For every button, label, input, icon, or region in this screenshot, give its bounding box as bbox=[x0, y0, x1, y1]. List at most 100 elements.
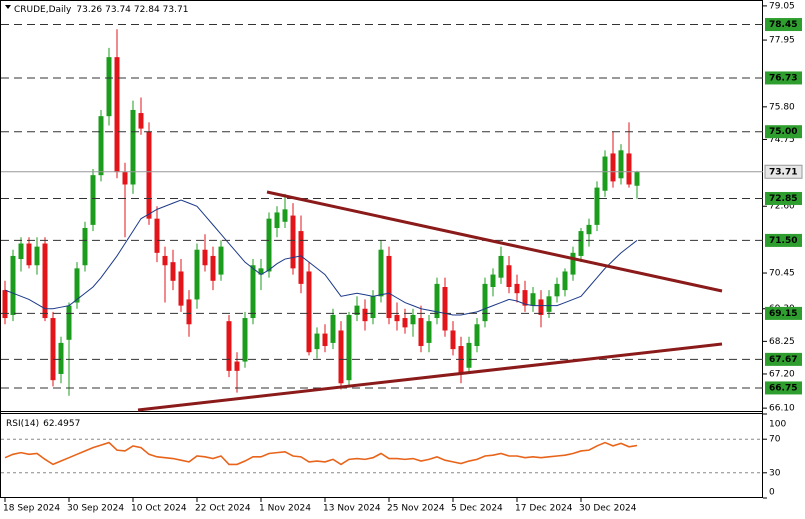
rsi-last: 62.4957 bbox=[43, 419, 80, 429]
header-low: 72.84 bbox=[134, 5, 160, 15]
candle-body bbox=[330, 314, 336, 343]
candle-body bbox=[594, 187, 600, 225]
last-price-box bbox=[764, 164, 803, 179]
candle-body bbox=[442, 287, 448, 331]
candle-body bbox=[394, 314, 400, 322]
candle-body bbox=[234, 361, 240, 371]
candle-body bbox=[10, 255, 16, 315]
candle-body bbox=[250, 265, 256, 319]
marks bbox=[1, 24, 763, 474]
level-label: 69.15 bbox=[769, 309, 797, 319]
candle-body bbox=[514, 283, 520, 294]
candle-body bbox=[354, 305, 360, 315]
candle-body bbox=[602, 156, 608, 191]
level-box bbox=[765, 71, 802, 85]
candle-body bbox=[122, 172, 128, 185]
candle-body bbox=[58, 342, 64, 374]
level-label: 66.75 bbox=[769, 383, 797, 393]
rsi-name: RSI(14) bbox=[6, 419, 39, 429]
candle-body bbox=[170, 262, 176, 281]
candle-body bbox=[386, 255, 392, 319]
level-box bbox=[765, 381, 802, 395]
y-tick-label: 79.05 bbox=[769, 1, 795, 11]
candle-body bbox=[154, 218, 160, 253]
rsi-line bbox=[4, 441, 638, 466]
candle-body bbox=[178, 271, 184, 306]
rsi-y-tick-label: 70 bbox=[769, 435, 781, 445]
candle-body bbox=[2, 290, 8, 319]
candle-body bbox=[570, 252, 576, 275]
candle-body bbox=[290, 215, 296, 269]
candle-body bbox=[210, 255, 216, 281]
candle-body bbox=[90, 175, 96, 225]
x-tick-label: 13 Nov 2024 bbox=[323, 504, 381, 514]
candle-body bbox=[50, 318, 56, 381]
x-tick-label: 10 Oct 2024 bbox=[131, 504, 187, 514]
level-box bbox=[765, 352, 802, 366]
candle-body bbox=[626, 153, 632, 185]
candle-body bbox=[242, 318, 248, 362]
candle-body bbox=[474, 324, 480, 347]
candle-body bbox=[194, 249, 200, 300]
candle-body bbox=[74, 268, 80, 303]
level-box bbox=[765, 191, 802, 205]
candle-body bbox=[26, 243, 32, 266]
candle-body bbox=[346, 314, 352, 381]
y-tick-label: 74.75 bbox=[769, 135, 795, 145]
overlay: 79.0577.9575.8074.7572.6070.4569.3068.25… bbox=[3, 1, 803, 514]
candle-body bbox=[490, 274, 496, 287]
level-label: 67.67 bbox=[769, 355, 797, 365]
candle-body bbox=[482, 283, 488, 322]
candle-body bbox=[410, 314, 416, 325]
candle-body bbox=[42, 243, 48, 319]
y-tick-label: 77.95 bbox=[769, 36, 795, 46]
level-label: 71.50 bbox=[769, 236, 797, 246]
header-open: 73.26 bbox=[76, 5, 102, 15]
y-tick-label: 66.10 bbox=[769, 404, 795, 414]
level-box bbox=[765, 125, 802, 139]
trend-line bbox=[137, 342, 723, 412]
candle-body bbox=[258, 268, 264, 275]
y-tick-label: 75.80 bbox=[769, 102, 795, 112]
candle-body bbox=[378, 249, 384, 297]
candle-body bbox=[186, 299, 192, 325]
y-tick-label: 72.60 bbox=[769, 202, 795, 212]
y-tick-label: 70.45 bbox=[769, 269, 795, 279]
candle-body bbox=[578, 231, 584, 256]
x-tick-label: 22 Oct 2024 bbox=[195, 504, 251, 514]
x-tick-label: 30 Dec 2024 bbox=[579, 504, 637, 514]
candle-body bbox=[458, 346, 464, 374]
x-tick-label: 5 Dec 2024 bbox=[451, 504, 503, 514]
header-close: 73.71 bbox=[163, 5, 189, 15]
level-box bbox=[765, 306, 802, 320]
candle-body bbox=[274, 212, 280, 228]
ma-line bbox=[4, 199, 638, 316]
header-icon bbox=[5, 5, 11, 9]
candle-body bbox=[506, 265, 512, 287]
candle-body bbox=[370, 296, 376, 319]
rsi-y-tick-label: 30 bbox=[769, 468, 781, 478]
level-box bbox=[765, 18, 802, 32]
candle-body bbox=[634, 171, 640, 186]
candle-body bbox=[618, 150, 624, 179]
candle-body bbox=[418, 318, 424, 347]
rsi-header: RSI(14) 62.4957 bbox=[6, 419, 80, 429]
candle-body bbox=[98, 116, 104, 176]
last-price-label: 73.71 bbox=[769, 167, 797, 177]
level-label: 75.00 bbox=[769, 127, 797, 137]
candle-body bbox=[586, 224, 592, 235]
candle-body bbox=[434, 283, 440, 319]
candle-body bbox=[466, 342, 472, 368]
candle-body bbox=[130, 109, 136, 185]
y-tick-label: 68.25 bbox=[769, 337, 795, 347]
x-tick-label: 18 Sep 2024 bbox=[3, 504, 60, 514]
header: CRUDE,Daily 73.26 73.74 72.84 73.71 bbox=[14, 5, 188, 15]
candle-body bbox=[538, 299, 544, 315]
candle-body bbox=[226, 321, 232, 371]
candle-body bbox=[162, 255, 168, 266]
candle-body bbox=[282, 209, 288, 222]
candle-body bbox=[530, 293, 536, 306]
rsi-y-tick-label: 100 bbox=[769, 420, 786, 430]
level-label: 76.73 bbox=[769, 73, 797, 83]
